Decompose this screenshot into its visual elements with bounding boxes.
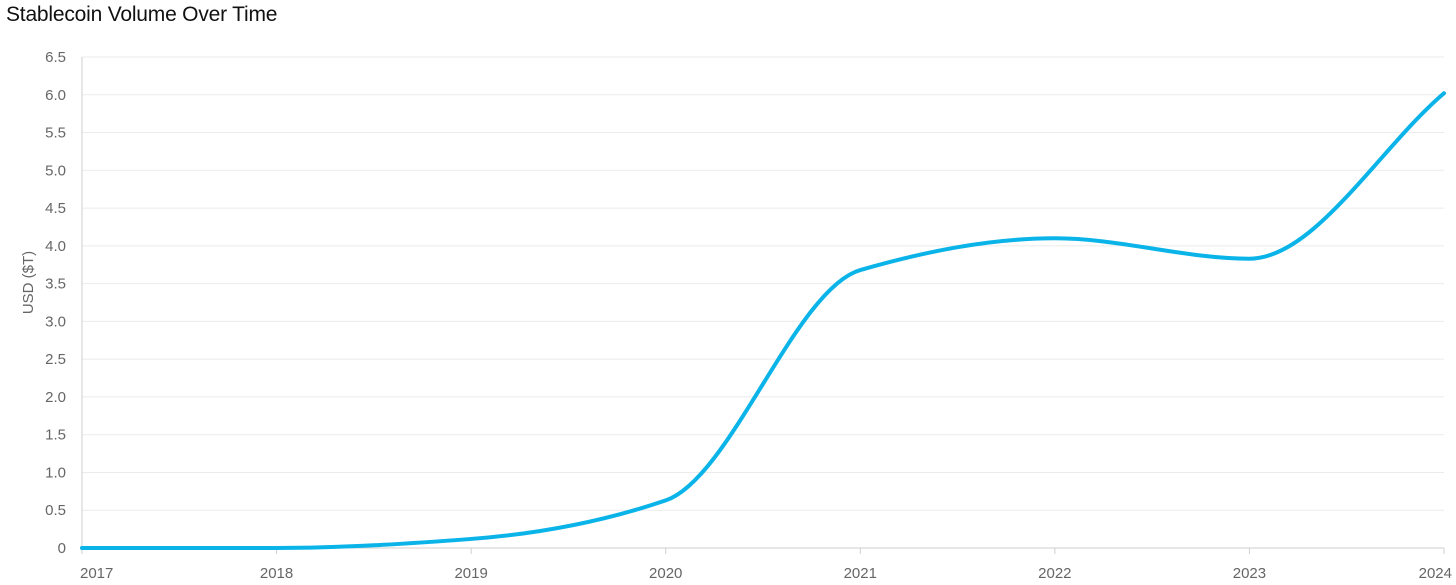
x-tick-label: 2018 <box>260 565 293 582</box>
y-tick-label: 2.5 <box>45 351 66 368</box>
x-tick-label: 2020 <box>649 565 682 582</box>
y-tick-label: 4.0 <box>45 238 66 255</box>
y-tick-label: 0 <box>58 540 66 557</box>
y-tick-label: 6.0 <box>45 87 66 104</box>
grid <box>82 56 1444 511</box>
series <box>80 91 1446 551</box>
x-tick-label: 2021 <box>844 565 877 582</box>
x-tick-label: 2024 <box>1419 565 1452 582</box>
x-tick-label: 2022 <box>1038 565 1071 582</box>
series-line-0 <box>80 91 1446 551</box>
y-tick-label: 5.5 <box>45 125 66 142</box>
y-tick-label: 5.0 <box>45 162 66 179</box>
x-tick-label: 2017 <box>80 565 113 582</box>
y-tick-label: 2.0 <box>45 389 66 406</box>
axes <box>81 57 1444 549</box>
x-tick-label: 2023 <box>1233 565 1266 582</box>
y-tick-label: 1.0 <box>45 464 66 481</box>
y-axis-ticks: 0 0.5 1.0 1.5 2.0 2.5 3.0 3.5 4.0 4.5 5.0 5.5 6.0 6.5 <box>45 49 66 557</box>
y-tick-label: 4.5 <box>45 200 66 217</box>
y-tick-label: 3.5 <box>45 276 66 293</box>
x-tick-label: 2019 <box>454 565 487 582</box>
x-axis-ticks: 2017 2018 2019 2020 2021 2022 2023 2024 <box>80 548 1452 582</box>
y-axis-title: USD ($T) <box>20 251 37 314</box>
y-tick-label: 6.5 <box>45 49 66 66</box>
chart-title: Stablecoin Volume Over Time <box>6 3 278 26</box>
y-tick-label: 1.5 <box>45 427 66 444</box>
y-tick-label: 3.0 <box>45 313 66 330</box>
y-tick-label: 0.5 <box>45 502 66 519</box>
